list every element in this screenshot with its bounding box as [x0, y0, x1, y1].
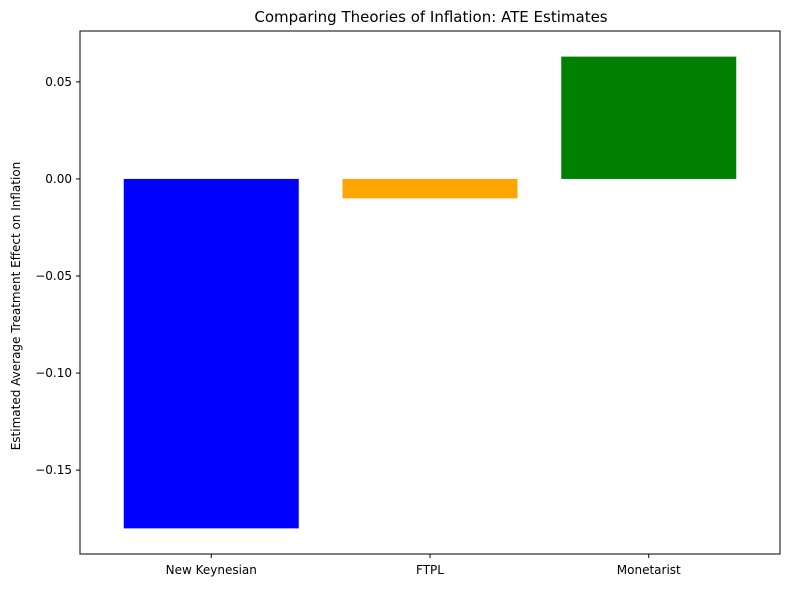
y-tick-label: −0.05 [35, 269, 72, 283]
y-tick-label: 0.05 [45, 75, 72, 89]
x-tick-label: Monetarist [617, 563, 681, 577]
y-tick-label: 0.00 [45, 172, 72, 186]
bar-new-keynesian [123, 178, 299, 529]
bar-monetarist [561, 56, 737, 179]
plot-area: −0.15 −0.10 −0.05 0.00 0.05 New Keynesian FTPL… [35, 30, 781, 577]
chart-title: Comparing Theories of Inflation: ATE Est… [254, 8, 607, 26]
y-tick-label: −0.15 [35, 463, 72, 477]
y-tick-label: −0.10 [35, 366, 72, 380]
y-axis-label: Estimated Average Treatment Effect on In… [9, 162, 23, 451]
x-tick-label: New Keynesian [166, 563, 257, 577]
bar-ftpl [342, 178, 518, 199]
x-tick-label: FTPL [416, 563, 444, 577]
